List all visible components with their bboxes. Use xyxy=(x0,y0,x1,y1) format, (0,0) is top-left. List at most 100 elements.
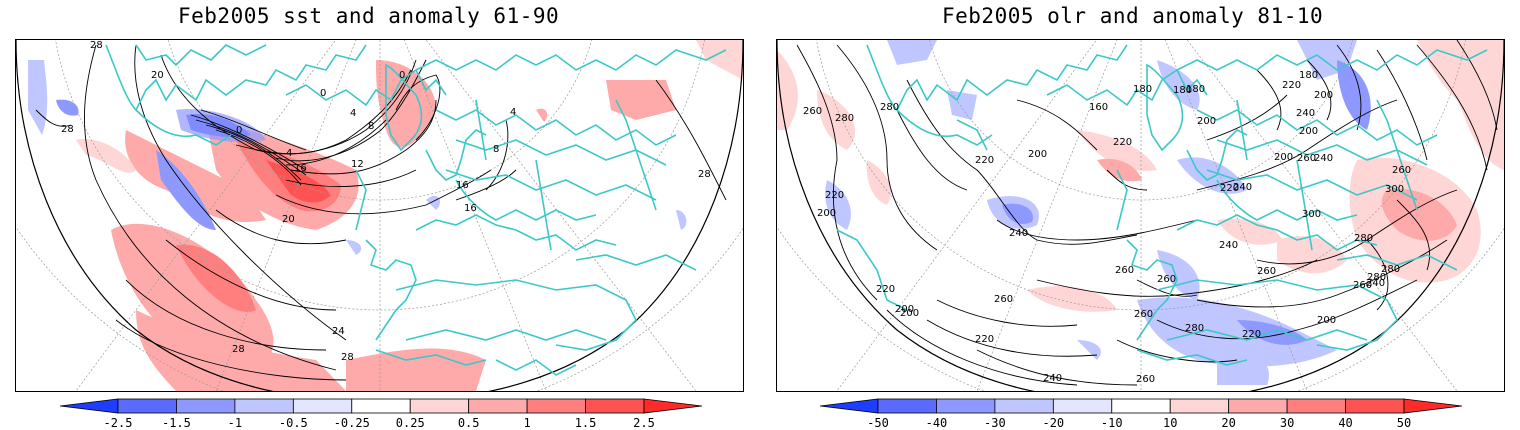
sst-colorbar-label: 1.5 xyxy=(574,416,597,430)
sst-colorbar-bin xyxy=(292,398,353,414)
contour-label: 12 xyxy=(351,159,364,170)
contour-label: 260 xyxy=(1257,266,1276,277)
contour-label: 200 xyxy=(817,208,836,219)
contour-label: 160 xyxy=(1089,102,1108,113)
sst-colorbar-label: -0.5 xyxy=(278,416,308,430)
contour-label: 4 xyxy=(350,108,356,119)
contour-label: 0 xyxy=(399,70,405,81)
contour-label: 240 xyxy=(1314,153,1333,164)
contour-label: 260 xyxy=(1392,165,1411,176)
olr-colorbar-label: 50 xyxy=(1396,416,1412,430)
contour-label: 16 xyxy=(294,163,307,174)
contour-label: 220 xyxy=(825,190,844,201)
sst-colorbar-bin xyxy=(117,398,177,414)
contour-label: 180 xyxy=(1186,84,1205,95)
sst-colorbar-label: -2.5 xyxy=(103,416,133,430)
sst-colorbar-bin xyxy=(234,398,294,414)
sst-colorbar-label: -1 xyxy=(227,416,243,430)
contour-label: 200 xyxy=(1028,149,1047,160)
contour-label: 260 xyxy=(1134,309,1153,320)
olr-contours xyxy=(796,40,1498,386)
contour-label: 260 xyxy=(1297,153,1316,164)
contour-label: 240 xyxy=(1296,108,1315,119)
right-map-title: Feb2005 olr and anomaly 81-10 xyxy=(942,4,1324,28)
contour-label: 4 xyxy=(286,148,292,159)
olr-colorbar-label: -20 xyxy=(1042,416,1065,430)
sst-colorbar-label: -1.5 xyxy=(161,416,191,430)
contour-label: 0 xyxy=(320,88,326,99)
contour-label: 16 xyxy=(464,203,477,214)
contour-label: 220 xyxy=(1282,80,1301,91)
contour-label: 180 xyxy=(1299,70,1318,81)
contour-label: 240 xyxy=(1233,182,1252,193)
olr-map-panel: 260 280 280 220 200 220 200 180 160 180 … xyxy=(776,39,1505,392)
sst-colorbar-bin xyxy=(409,398,470,414)
contour-label: 280 xyxy=(880,102,899,113)
contour-label: 28 xyxy=(90,40,103,51)
sst-contours xyxy=(35,44,727,381)
sst-colorbar-bin xyxy=(468,398,528,414)
olr-colorbar-bin xyxy=(1286,398,1346,414)
sst-colorbar-labels: -2.5 -1.5 -1 -0.5 -0.25 0.25 0.5 1 1.5 2.5 xyxy=(60,416,702,430)
contour-label: 200 xyxy=(1299,126,1318,137)
sst-map: 28 28 20 0 0 4 4 8 12 16 0 16 16 20 24 2… xyxy=(16,40,743,391)
contour-label: 4 xyxy=(510,107,516,118)
olr-contour-labels: 260 280 280 220 200 220 200 180 160 180 … xyxy=(803,70,1411,385)
olr-anomaly-shading xyxy=(777,40,1504,385)
olr-colorbar-label: 10 xyxy=(1162,416,1178,430)
sst-colorbar-label: 1 xyxy=(523,416,531,430)
sst-colorbar-bin xyxy=(585,398,645,414)
olr-colorbar-bin xyxy=(820,398,879,414)
sst-contour-labels: 28 28 20 0 0 4 4 8 12 16 0 16 16 20 24 2… xyxy=(61,40,711,363)
contour-label: 180 xyxy=(1133,84,1152,95)
contour-label: 240 xyxy=(1219,240,1238,251)
contour-label: 220 xyxy=(975,155,994,166)
contour-label: 200 xyxy=(1314,90,1333,101)
olr-map: 260 280 280 220 200 220 200 180 160 180 … xyxy=(777,40,1504,391)
olr-colorbar-bin xyxy=(1169,398,1230,414)
sst-colorbar-label: 0.25 xyxy=(395,416,425,430)
contour-label: 200 xyxy=(895,304,914,315)
sst-colorbar-bin xyxy=(643,398,702,414)
olr-colorbar-bin xyxy=(1052,398,1113,414)
contour-label: 200 xyxy=(1274,152,1293,163)
contour-label: 220 xyxy=(1220,183,1239,194)
contour-label: 20 xyxy=(282,214,295,225)
olr-coastlines xyxy=(836,44,1488,366)
contour-label: 24 xyxy=(332,326,345,337)
sst-colorbar-bin xyxy=(351,398,411,414)
olr-colorbar-bin xyxy=(936,398,996,414)
contour-label: 260 xyxy=(1136,374,1155,385)
contour-label: 0 xyxy=(236,125,242,136)
sst-colorbar-label: 0.5 xyxy=(457,416,480,430)
contour-label: 28 xyxy=(61,124,74,135)
contour-label: 220 xyxy=(975,334,994,345)
contour-label: 280 xyxy=(1381,264,1400,275)
sst-map-panel: 28 28 20 0 0 4 4 8 12 16 0 16 16 20 24 2… xyxy=(15,39,744,392)
contour-label: 240 xyxy=(1009,228,1028,239)
contour-label: 260 xyxy=(1353,280,1372,291)
sst-colorbar-bin xyxy=(526,398,586,414)
contour-label: 200 xyxy=(900,308,919,319)
olr-colorbar-label: 20 xyxy=(1221,416,1236,430)
contour-label: 260 xyxy=(994,294,1013,305)
olr-colorbar-bin xyxy=(994,398,1054,414)
contour-label: 20 xyxy=(151,70,164,81)
contour-label: 280 xyxy=(1367,272,1386,283)
contour-label: 180 xyxy=(1173,85,1192,96)
contour-label: 8 xyxy=(368,121,374,132)
contour-label: 220 xyxy=(876,284,895,295)
olr-colorbar-bin xyxy=(877,398,937,414)
contour-label: 200 xyxy=(1197,116,1216,127)
contour-label: 280 xyxy=(835,113,854,124)
contour-label: 240 xyxy=(1043,373,1062,384)
contour-label: 260 xyxy=(803,106,822,117)
contour-label: 28 xyxy=(232,344,245,355)
olr-colorbar xyxy=(820,398,1462,414)
contour-label: 200 xyxy=(1317,315,1336,326)
contour-label: 260 xyxy=(1115,265,1134,276)
contour-label: 300 xyxy=(1302,209,1321,220)
sst-coastlines xyxy=(105,44,727,376)
olr-colorbar-label: -30 xyxy=(984,416,1006,430)
olr-colorbar-label: -10 xyxy=(1100,416,1123,430)
